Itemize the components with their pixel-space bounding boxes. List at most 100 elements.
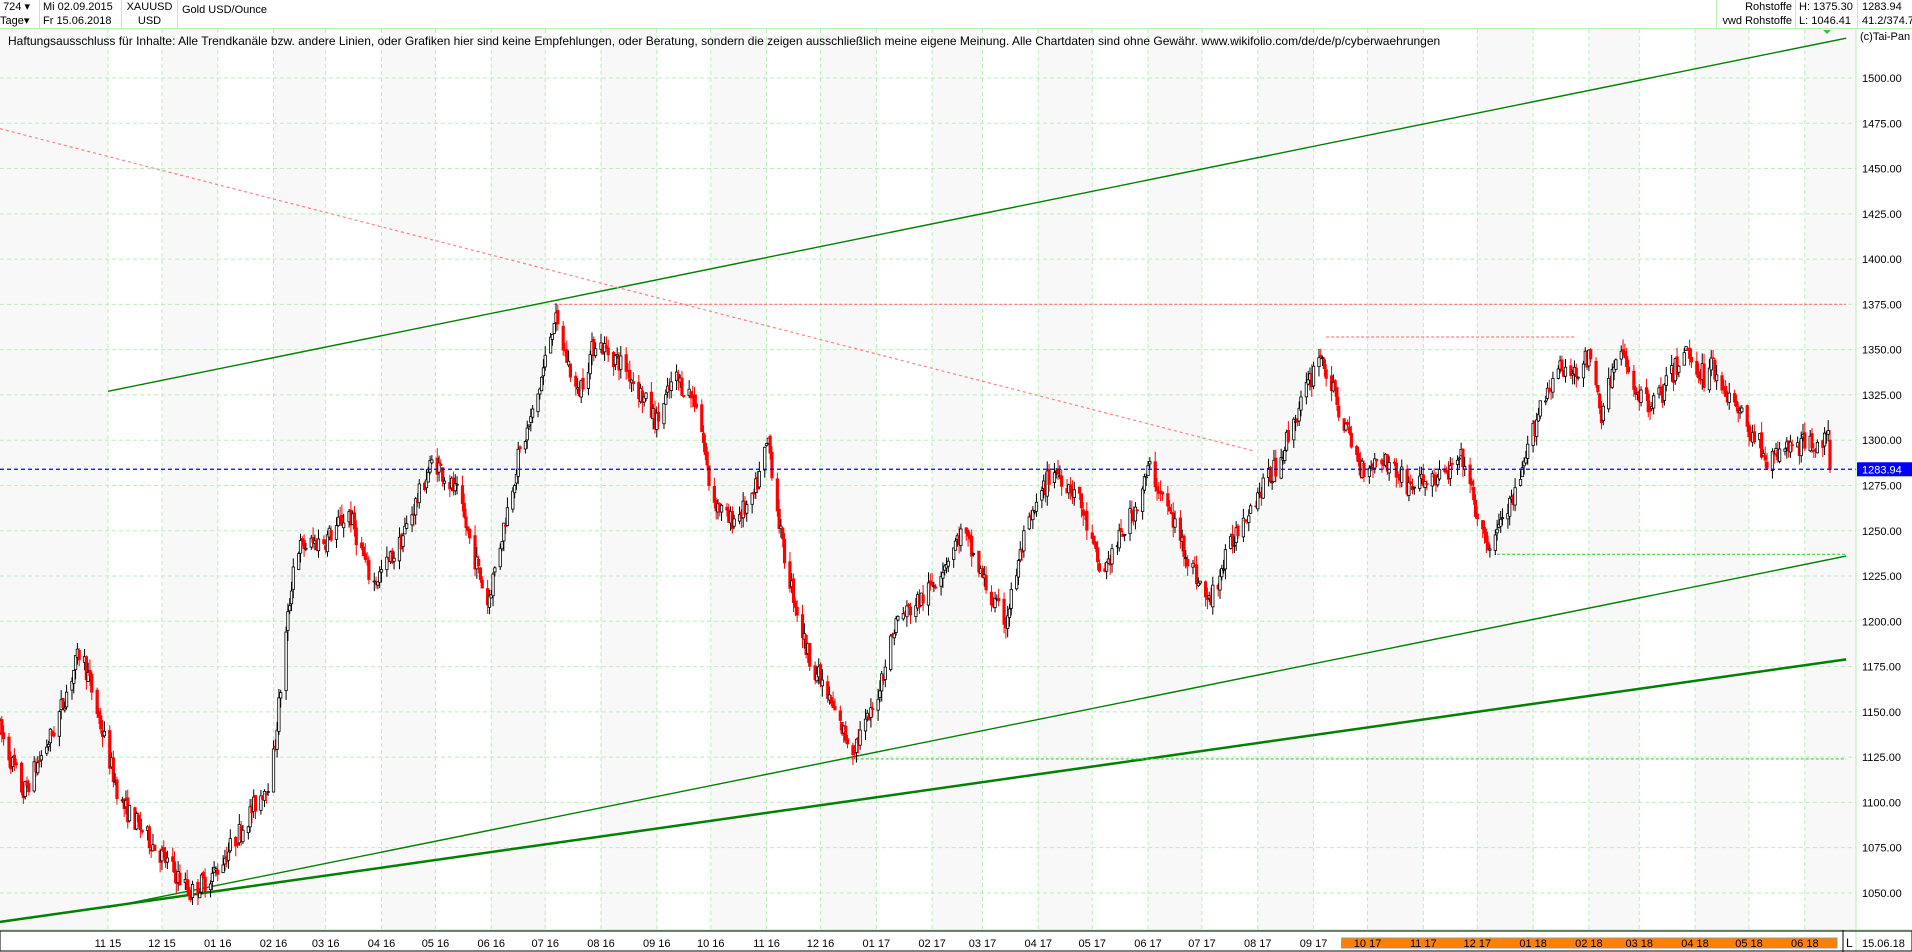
log-scale-toggle[interactable]: L [1846, 936, 1853, 950]
candle-body [102, 730, 106, 737]
candle-body [1407, 482, 1411, 496]
candle-body [477, 559, 481, 567]
candle-body [264, 793, 268, 795]
candle-body [165, 857, 169, 863]
last-price-badge [1857, 462, 1912, 477]
candle-body [1105, 561, 1109, 572]
candle-body [939, 576, 943, 587]
range-value: 41.2/374.7 [1862, 15, 1912, 27]
candle-body [464, 516, 468, 529]
candle-body [795, 606, 799, 616]
candle-body [1337, 405, 1341, 418]
candle-body [907, 604, 911, 607]
candle-body [606, 347, 610, 356]
candle-body [7, 736, 11, 761]
candle-body [199, 874, 204, 893]
candle-body [1248, 505, 1253, 514]
candle-body [631, 381, 635, 384]
candle-body [430, 459, 434, 464]
candle-body [1347, 426, 1352, 434]
x-tick-label: 08 17 [1244, 938, 1272, 950]
candle-body [379, 569, 384, 573]
candle-body [586, 372, 591, 389]
x-tick-label: 02 17 [918, 938, 946, 950]
y-tick-label: 1250.00 [1862, 526, 1902, 538]
month-band [601, 29, 657, 930]
candle-body [311, 537, 315, 543]
candle-body [838, 710, 842, 721]
candle-body [1016, 560, 1021, 578]
candle-body [581, 377, 585, 390]
candle-body [1230, 533, 1235, 547]
candle-body [775, 478, 779, 512]
candle-body [1621, 349, 1625, 353]
y-tick-label: 1450.00 [1862, 164, 1902, 176]
candle-body [115, 779, 119, 800]
candle-body [284, 631, 288, 691]
candle-body [871, 708, 875, 710]
candle-body [701, 432, 706, 444]
candle-body [1526, 443, 1530, 459]
period-dropdown[interactable]: Tage▾ [0, 14, 39, 28]
date-from: Mi 02.09.2015 [43, 1, 113, 13]
bars-period-selector[interactable]: 724 ▾ Tage▾ [0, 0, 40, 29]
instrument-box: Gold USD/Ounce [178, 0, 1716, 29]
candle-body [1195, 564, 1199, 585]
candle-body [624, 354, 628, 372]
candle-body [644, 392, 648, 399]
candle-body [1387, 461, 1391, 474]
candle-body [1545, 387, 1550, 399]
y-tick-label: 1125.00 [1862, 752, 1901, 764]
y-tick-label: 1225.00 [1862, 571, 1902, 583]
candle-body [1040, 490, 1044, 501]
candle-body [1632, 370, 1636, 390]
candle-body [932, 585, 936, 588]
x-tick-label: 10 17 [1354, 938, 1382, 950]
candle-body [549, 336, 553, 354]
candle-body [1, 732, 6, 740]
candle-body [14, 762, 18, 766]
candle-body [1659, 386, 1663, 395]
candle-body [1752, 431, 1757, 443]
candle-body [455, 483, 459, 486]
candle-body [1196, 582, 1201, 587]
candle-body [1392, 461, 1397, 464]
candle-body [140, 829, 144, 833]
candle-body [1135, 509, 1139, 512]
candle-body [1421, 474, 1425, 486]
candle-body [39, 755, 43, 761]
candle-body [1335, 387, 1339, 405]
candle-body [52, 732, 56, 737]
x-axis-frame [0, 930, 1912, 952]
candle-body [1184, 557, 1188, 559]
candle-body [567, 360, 571, 366]
candle-body [1007, 608, 1012, 618]
candle-body [1133, 506, 1138, 522]
candle-body [959, 528, 963, 547]
candle-body [813, 665, 817, 681]
candle-body [376, 581, 380, 586]
bars-count-dropdown[interactable]: 724 ▾ [0, 0, 39, 14]
candle-body [1220, 568, 1224, 578]
x-tick-label: 01 17 [863, 938, 891, 950]
candle-body [203, 876, 207, 892]
x-tick-label: 10 16 [697, 938, 725, 950]
candle-body [1092, 535, 1096, 545]
candle-body [1598, 393, 1602, 409]
candle-body [491, 573, 495, 597]
x-tick-label: 02 16 [260, 938, 288, 950]
candle-body [1450, 463, 1454, 465]
candle-body [745, 504, 749, 514]
candle-body [604, 345, 609, 349]
candle-body [304, 547, 308, 550]
candle-body [1589, 349, 1593, 360]
bars-count: 724 [3, 1, 22, 13]
dropdown-arrow-icon: ▾ [23, 15, 30, 27]
candle-body [1803, 432, 1807, 449]
candle-body [901, 613, 905, 620]
candle-body [187, 887, 191, 897]
candle-body [1078, 486, 1082, 494]
candle-body [511, 490, 515, 510]
last-box: 1283.94 41.2/374.7 [1858, 0, 1912, 29]
